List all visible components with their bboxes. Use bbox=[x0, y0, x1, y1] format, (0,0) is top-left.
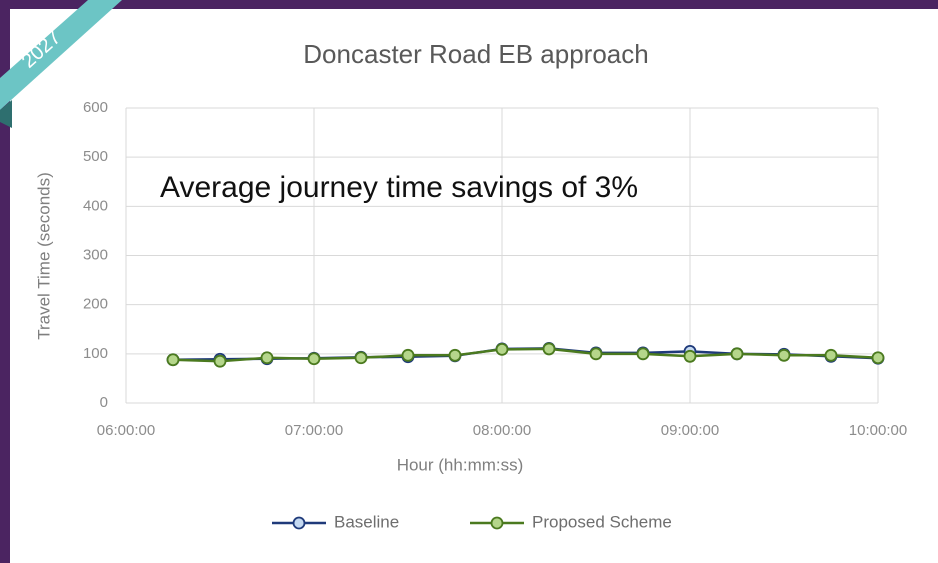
x-axis-title: Hour (hh:mm:ss) bbox=[397, 455, 524, 474]
marker bbox=[213, 354, 227, 368]
y-tick-label: 600 bbox=[83, 99, 108, 116]
marker bbox=[448, 348, 462, 362]
y-tick-label: 500 bbox=[83, 148, 108, 165]
y-tick-label: 400 bbox=[83, 197, 108, 214]
badge-ribbon bbox=[0, 0, 122, 110]
y-tick-label: 0 bbox=[100, 394, 108, 411]
annotation: Average journey time savings of 3% bbox=[160, 171, 638, 204]
y-tick-label: 200 bbox=[83, 296, 108, 313]
marker bbox=[871, 351, 885, 365]
left-border bbox=[0, 0, 10, 563]
legend-marker bbox=[292, 516, 306, 530]
legend-marker bbox=[490, 516, 504, 530]
marker bbox=[589, 347, 603, 361]
marker bbox=[166, 353, 180, 367]
marker bbox=[824, 348, 838, 362]
legend-label: Baseline bbox=[334, 512, 399, 531]
marker bbox=[777, 348, 791, 362]
marker bbox=[307, 352, 321, 366]
x-tick-label: 06:00:00 bbox=[97, 422, 155, 439]
marker bbox=[495, 343, 509, 356]
legend-label: Proposed Scheme bbox=[532, 512, 672, 531]
chart-title: Doncaster Road EB approach bbox=[303, 39, 648, 69]
series-line bbox=[172, 347, 879, 363]
plot-area: 0 100 200 300 400 500 600 06:00:00 07:00:00 08:00… bbox=[83, 99, 907, 532]
marker bbox=[542, 342, 556, 356]
marker bbox=[260, 351, 274, 365]
badge-fold bbox=[0, 100, 12, 128]
top-border bbox=[0, 0, 938, 9]
y-axis-title: Travel Time (seconds) bbox=[34, 172, 53, 340]
y-tick-label: 100 bbox=[83, 345, 108, 362]
y-tick-label: 300 bbox=[83, 246, 108, 263]
x-tick-label: 10:00:00 bbox=[849, 422, 907, 439]
x-tick-label: 09:00:00 bbox=[661, 422, 719, 439]
marker bbox=[636, 347, 650, 361]
x-tick-label: 08:00:00 bbox=[473, 422, 531, 439]
marker bbox=[401, 348, 415, 362]
marker bbox=[683, 349, 697, 363]
x-tick-label: 07:00:00 bbox=[285, 422, 343, 439]
marker bbox=[730, 347, 744, 361]
marker bbox=[354, 351, 368, 365]
